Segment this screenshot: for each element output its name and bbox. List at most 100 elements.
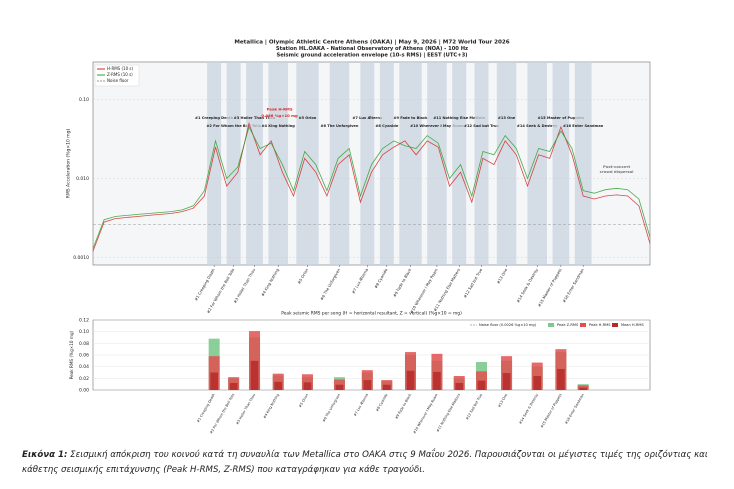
legend-label: Z-RMS (10 s) xyxy=(107,72,133,77)
x-tick-label: #15 Master of Puppets xyxy=(537,267,563,307)
x-tick-label: #7 Lux Æterna xyxy=(353,393,369,417)
x-tick-label: #12 Sad but True xyxy=(465,393,483,421)
x-tick-label: #3 Holier Than Thou xyxy=(235,393,256,425)
y-tick-label: 0.06 xyxy=(79,353,89,359)
bar xyxy=(210,372,218,390)
song-annotation: #13 One xyxy=(498,116,516,120)
bar xyxy=(272,373,284,390)
x-tick-label: #1 Creeping Death xyxy=(196,393,216,423)
song-span xyxy=(552,62,570,265)
song-annotation: #4 King Nothing xyxy=(262,124,296,128)
legend-swatch xyxy=(548,323,554,327)
song-annotation: #2 For Whom the Bell Tolls xyxy=(206,124,260,128)
x-tick-label: #14 Seek & Destroy xyxy=(518,393,539,425)
bar xyxy=(533,376,542,390)
legend-label: Noise floor (0.0026 %g×10 mg) xyxy=(479,323,537,327)
x-tick-label: #8 Cyanide xyxy=(373,267,389,289)
song-span xyxy=(207,62,222,265)
y-tick-label: 0.04 xyxy=(79,364,89,370)
legend-label: Mean H-RMS xyxy=(621,323,645,327)
legend-label: Peak Z-RMS xyxy=(557,323,579,327)
x-tick-label: #16 Enter Sandman xyxy=(561,267,585,303)
x-tick-label: #11 Nothing Else Matters xyxy=(436,393,461,433)
annotation: Post-concert xyxy=(603,164,630,169)
x-tick-label: #4 King Nothing xyxy=(262,393,279,419)
x-tick-label: #13 One xyxy=(497,393,508,408)
y-tick-label: 0.08 xyxy=(79,341,89,347)
x-tick-label: #8 Cyanide xyxy=(375,393,388,412)
bar xyxy=(303,382,312,390)
song-span xyxy=(296,62,319,265)
song-annotation: #12 Sad but True xyxy=(464,124,500,128)
song-annotation: #7 Lux Æterna xyxy=(352,116,383,120)
y-axis-label: Peak RMS (%g×10 mg) xyxy=(69,330,74,379)
song-span xyxy=(427,62,447,265)
x-tick-label: #9 Fade to Black xyxy=(392,267,413,298)
bar xyxy=(477,380,486,390)
x-tick-label: #10 Wherever I May Roam xyxy=(412,392,439,434)
figure: Metallica | Olympic Athletic Centre Athe… xyxy=(66,40,651,435)
song-annotation: #3 Holier Than Thou xyxy=(234,116,276,120)
y-tick-label: 0.0010 xyxy=(73,255,89,261)
song-annotation: #11 Nothing Else Matters xyxy=(433,116,485,120)
song-annotation: #6 The Unforgiven xyxy=(321,124,359,128)
song-span xyxy=(379,62,394,265)
y-tick-label: 0.00 xyxy=(79,388,89,394)
y-tick-label: 0.12 xyxy=(79,318,89,324)
bar xyxy=(382,384,391,390)
y-tick-label: 0.010 xyxy=(76,176,89,182)
bar xyxy=(501,356,513,390)
bar xyxy=(406,370,415,390)
x-tick-label: #7 Lux Æterna xyxy=(350,268,369,295)
bar xyxy=(229,383,238,390)
annotation: 0.066 %g×10 mg xyxy=(261,113,298,118)
bar xyxy=(455,383,464,390)
x-tick-label: #14 Seek & Destroy xyxy=(515,267,539,304)
bar xyxy=(335,384,344,390)
x-tick-label: #11 Nothing Else Matters xyxy=(432,267,461,312)
bar xyxy=(249,331,261,390)
song-annotation: #14 Seek & Destroy xyxy=(517,124,558,128)
y-axis-label: RMS Acceleration (%g×10 mg) xyxy=(66,129,72,199)
x-tick-label: #15 Master of Puppets xyxy=(540,393,563,429)
x-tick-label: #3 Holier Than Thou xyxy=(232,267,256,304)
legend-label: Noise floor xyxy=(107,78,129,83)
chart-title: Peak seismic RMS per song (H = horizonta… xyxy=(281,311,462,317)
chart-subtitle: Station HL.OAKA - National Observatory o… xyxy=(276,46,468,52)
bar xyxy=(579,387,588,390)
bar xyxy=(433,371,441,390)
song-span xyxy=(527,62,547,265)
y-tick-label: 0.02 xyxy=(79,376,89,382)
x-tick-label: #5 Orion xyxy=(296,267,309,285)
x-tick-label: #9 Fade to Black xyxy=(394,393,412,420)
annotation: Peak H-RMS xyxy=(267,106,293,111)
song-span xyxy=(360,62,375,265)
song-span xyxy=(268,62,288,265)
series-line xyxy=(92,125,651,249)
legend-swatch xyxy=(612,323,618,327)
bar xyxy=(274,381,283,390)
x-tick-label: #1 Creeping Death xyxy=(193,267,216,302)
legend-swatch xyxy=(580,323,586,327)
x-tick-label: #6 The Unforgiven xyxy=(322,393,341,423)
song-annotation: #1 Creeping Death xyxy=(195,116,234,120)
bar xyxy=(502,373,511,390)
x-tick-label: #16 Enter Sandman xyxy=(564,393,585,425)
x-tick-label: #6 The Unforgiven xyxy=(319,267,342,301)
song-span xyxy=(452,62,467,265)
song-annotation: #10 Wherever I May Roam xyxy=(410,124,464,128)
bar xyxy=(363,380,372,390)
x-tick-label: #13 One xyxy=(495,267,508,285)
song-annotation: #5 Orion xyxy=(299,116,317,120)
caption-label: Εικόνα 1: xyxy=(22,450,68,460)
legend-label: Peak H-RMS xyxy=(589,323,611,327)
song-span xyxy=(246,62,263,265)
legend-box xyxy=(94,64,140,87)
song-span xyxy=(496,62,517,265)
caption: Εικόνα 1: Σεισμική απόκριση του κοινού κ… xyxy=(22,448,712,478)
bar xyxy=(361,370,373,390)
chart-title: Metallica | Olympic Athletic Centre Athe… xyxy=(234,40,509,46)
x-tick-label: #4 King Nothing xyxy=(260,267,280,297)
annotation: crowd dispersal xyxy=(600,169,634,174)
